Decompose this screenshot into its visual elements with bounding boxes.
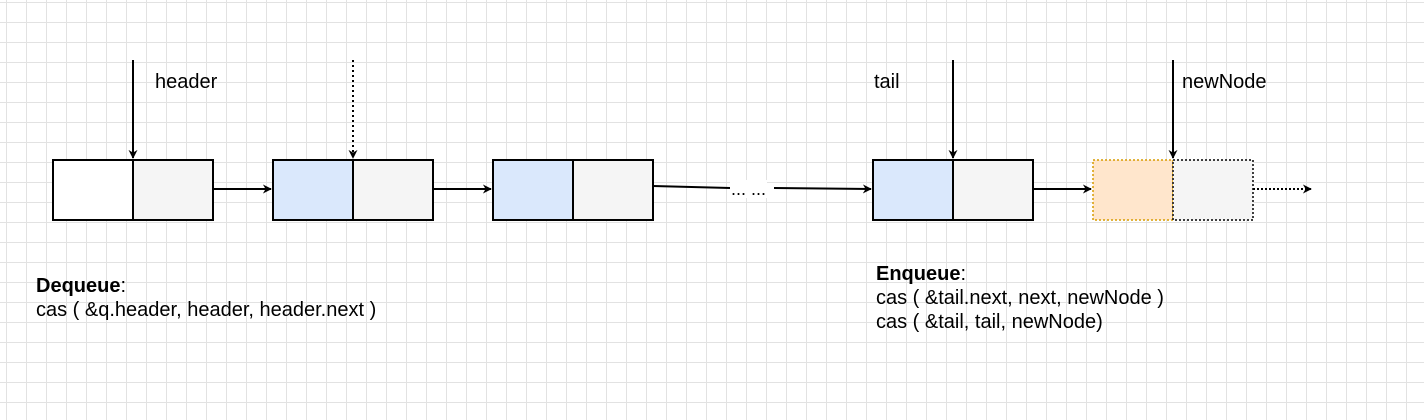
ellipsis-label: ... ... [730,179,768,199]
node-next-cell [952,159,1034,221]
node-value-cell [492,159,574,221]
newnode-label: newNode [1182,71,1267,93]
dequeue-code-line: cas ( &q.header, header, header.next ) [36,299,377,321]
node-next-cell [132,159,214,221]
enqueue-heading: Enqueue: [876,262,1164,286]
node-value-cell [52,159,134,221]
node-value-cell [872,159,954,221]
node-second [272,159,434,221]
node-tail [872,159,1034,221]
enqueue-title: Enqueue [876,263,961,285]
node-next-cell [352,159,434,221]
node-value-cell [272,159,354,221]
enqueue-block: Enqueue: cas ( &tail.next, next, newNode… [876,262,1164,334]
enqueue-code-line-2: cas ( &tail, tail, newNode) [876,311,1103,333]
node-third [492,159,654,221]
dequeue-colon: : [120,275,127,297]
node-next-cell [1172,159,1254,221]
dequeue-heading: Dequeue: [36,274,376,298]
node-next-cell [572,159,654,221]
tail-label: tail [874,71,900,93]
enqueue-colon: : [960,263,967,285]
dequeue-title: Dequeue [36,275,121,297]
header-label: header [155,71,218,93]
next-link-line [652,185,731,189]
enqueue-code-line-1: cas ( &tail.next, next, newNode ) [876,287,1164,309]
node-value-cell [1092,159,1174,221]
dequeue-block: Dequeue: cas ( &q.header, header, header… [36,274,376,322]
node-new [1092,159,1254,221]
next-link-arrow [773,184,872,194]
node-header [52,159,214,221]
